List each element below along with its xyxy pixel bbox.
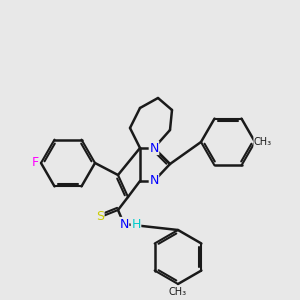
Text: N: N [149, 175, 159, 188]
Text: CH₃: CH₃ [254, 137, 272, 147]
Text: N: N [149, 142, 159, 154]
Text: F: F [32, 157, 39, 169]
Text: N: N [119, 218, 129, 230]
Text: S: S [96, 209, 104, 223]
Text: CH₃: CH₃ [169, 287, 187, 297]
Text: H: H [131, 218, 141, 230]
